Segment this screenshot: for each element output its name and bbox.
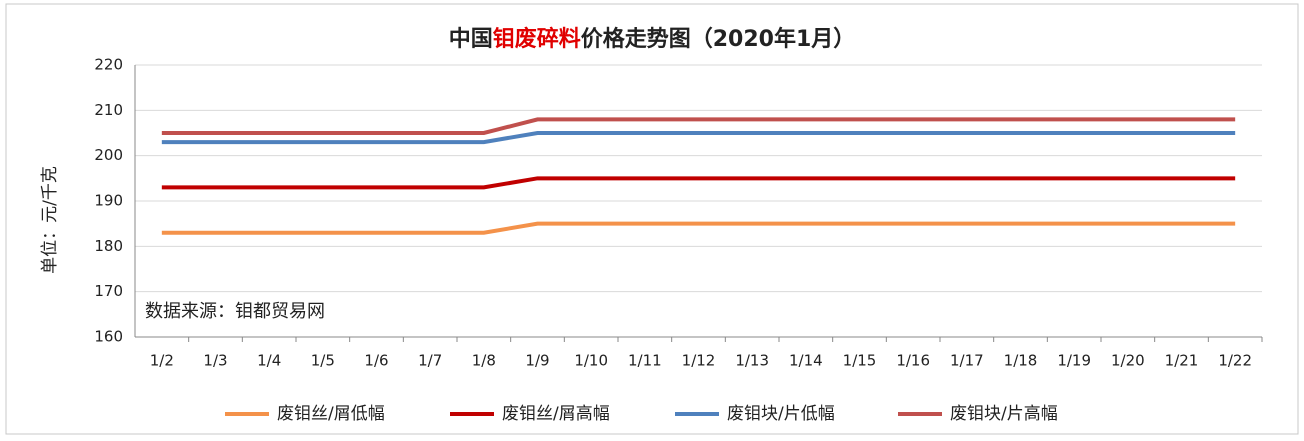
legend-label: 废钼块/片高幅: [950, 404, 1058, 424]
legend-label: 废钼丝/屑低幅: [277, 404, 385, 424]
x-tick-label: 1/12: [682, 352, 716, 370]
x-tick-label: 1/7: [418, 352, 442, 370]
y-tick-label: 180: [94, 237, 123, 255]
chart-border: [5, 3, 1299, 435]
x-tick-label: 1/6: [364, 352, 388, 370]
x-tick-label: 1/9: [525, 352, 549, 370]
y-tick-label: 160: [94, 328, 123, 346]
title-highlight: 钼废碎料: [493, 26, 581, 52]
series-line: [161, 131, 1236, 145]
x-tick-label: 1/5: [311, 352, 335, 370]
x-tick-label: 1/3: [203, 352, 227, 370]
x-tick-label: 1/2: [150, 352, 174, 370]
y-tick-label: 210: [94, 101, 123, 119]
annotation: 数据来源：钼都贸易网: [145, 301, 325, 322]
series-line: [161, 176, 1236, 190]
series-line: [161, 221, 1236, 235]
x-tick-label: 1/10: [574, 352, 608, 370]
x-tick-label: 1/20: [1111, 352, 1145, 370]
x-tick-label: 1/18: [1004, 352, 1038, 370]
x-tick-label: 1/21: [1165, 352, 1199, 370]
x-tick-label: 1/14: [789, 352, 823, 370]
x-tick-label: 1/15: [843, 352, 877, 370]
y-axis-label: 单位：元/千克: [40, 166, 60, 274]
y-tick-label: 200: [94, 146, 123, 164]
x-tick-label: 1/19: [1057, 352, 1091, 370]
x-tick-label: 1/8: [472, 352, 496, 370]
title-part: 价格走势图（2020年1月）: [581, 26, 856, 52]
x-tick-label: 1/17: [950, 352, 984, 370]
y-tick-label: 190: [94, 192, 123, 210]
x-tick-label: 1/11: [628, 352, 662, 370]
series-line: [161, 117, 1236, 135]
x-tick-label: 1/22: [1218, 352, 1252, 370]
title-part: 中国: [449, 27, 493, 52]
x-tick-label: 1/13: [735, 352, 769, 370]
y-tick-label: 170: [94, 282, 123, 300]
x-tick-label: 1/4: [257, 352, 281, 370]
x-tick-label: 1/16: [896, 352, 930, 370]
y-tick-label: 220: [94, 56, 123, 74]
legend-label: 废钼丝/屑高幅: [502, 404, 610, 424]
chart-title: 中国钼废碎料价格走势图（2020年1月）: [449, 26, 856, 52]
legend-label: 废钼块/片低幅: [727, 404, 835, 424]
